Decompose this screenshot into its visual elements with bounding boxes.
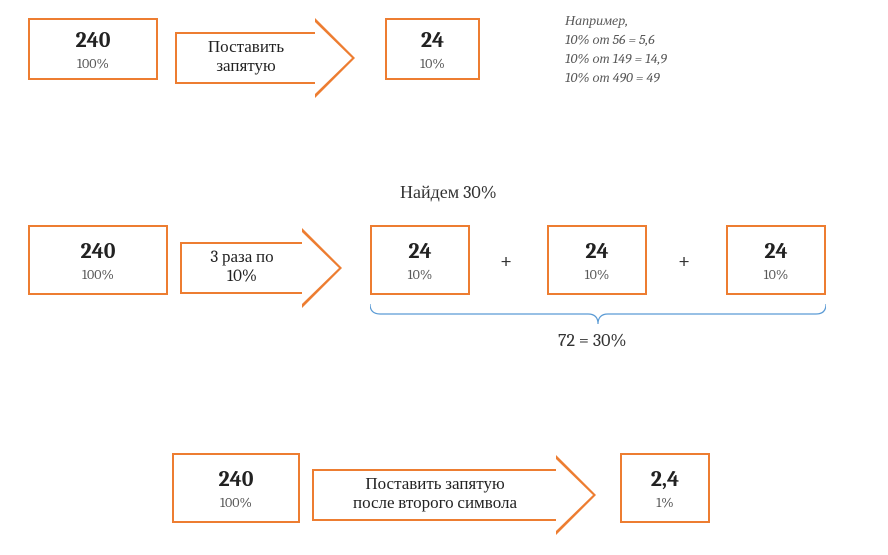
percent-text: 100%	[82, 266, 114, 283]
percent-text: 100%	[77, 55, 109, 72]
arrow-head-icon	[302, 228, 342, 308]
curly-brace-icon	[370, 302, 826, 326]
arrow-put-comma: Поставить запятую	[175, 18, 355, 98]
arrow-label-line1: 3 раза по	[210, 248, 273, 267]
arrow-3-times-10: 3 раза по 10%	[180, 228, 342, 308]
arrow-label-line2: после второго символа	[353, 494, 517, 513]
arrow-label: Поставить запятую после второго символа	[353, 476, 517, 513]
value-text: 240	[218, 466, 253, 492]
arrow-label-line1: Поставить запятую	[365, 475, 504, 494]
plus-symbol: +	[500, 248, 512, 274]
arrow-label-line2: 10%	[227, 267, 257, 286]
value-text: 240	[80, 238, 115, 264]
value-text: 2,4	[651, 466, 679, 492]
percent-text: 1%	[656, 494, 674, 511]
value-box-24-10: 24 10%	[547, 225, 647, 295]
value-box-24-10: 24 10%	[385, 18, 480, 80]
value-box-240-100: 240 100%	[28, 18, 158, 80]
percent-text: 10%	[408, 266, 433, 283]
brace-result-text: 72 = 30%	[558, 330, 626, 351]
arrow-label: 3 раза по 10%	[210, 249, 273, 286]
arrow-label: Поставить запятую	[208, 39, 284, 76]
value-text: 24	[585, 238, 608, 264]
percent-text: 10%	[420, 55, 445, 72]
plus-symbol: +	[678, 248, 690, 274]
percent-text: 10%	[764, 266, 789, 283]
arrow-label-line1: Поставить	[208, 38, 284, 57]
example-line: 10% от 149 = 14,9	[565, 50, 667, 69]
arrow-label-line2: запятую	[216, 57, 275, 76]
value-box-24-10: 24 10%	[370, 225, 470, 295]
example-title: Например,	[565, 12, 667, 31]
diagram-root: { "colors": { "box_border": "#ed7d31", "…	[0, 0, 888, 555]
value-text: 24	[764, 238, 787, 264]
value-text: 24	[421, 27, 444, 53]
arrow-body: Поставить запятую после второго символа	[312, 469, 556, 521]
value-text: 24	[408, 238, 431, 264]
percent-text: 100%	[220, 494, 252, 511]
value-text: 240	[75, 27, 110, 53]
section-title-find-30: Найдем 30%	[400, 182, 497, 203]
example-line: 10% от 56 = 5,6	[565, 31, 667, 50]
arrow-body: Поставить запятую	[175, 32, 315, 84]
arrow-body: 3 раза по 10%	[180, 242, 302, 294]
example-line: 10% от 490 = 49	[565, 69, 667, 88]
value-box-2-4-1: 2,4 1%	[620, 453, 710, 523]
arrow-put-comma-after-second: Поставить запятую после второго символа	[312, 455, 596, 535]
percent-text: 10%	[585, 266, 610, 283]
arrow-head-icon	[315, 18, 355, 98]
value-box-24-10: 24 10%	[726, 225, 826, 295]
example-block: Например, 10% от 56 = 5,6 10% от 149 = 1…	[565, 12, 667, 88]
arrow-head-icon	[556, 455, 596, 535]
value-box-240-100: 240 100%	[28, 225, 168, 295]
value-box-240-100: 240 100%	[172, 453, 300, 523]
